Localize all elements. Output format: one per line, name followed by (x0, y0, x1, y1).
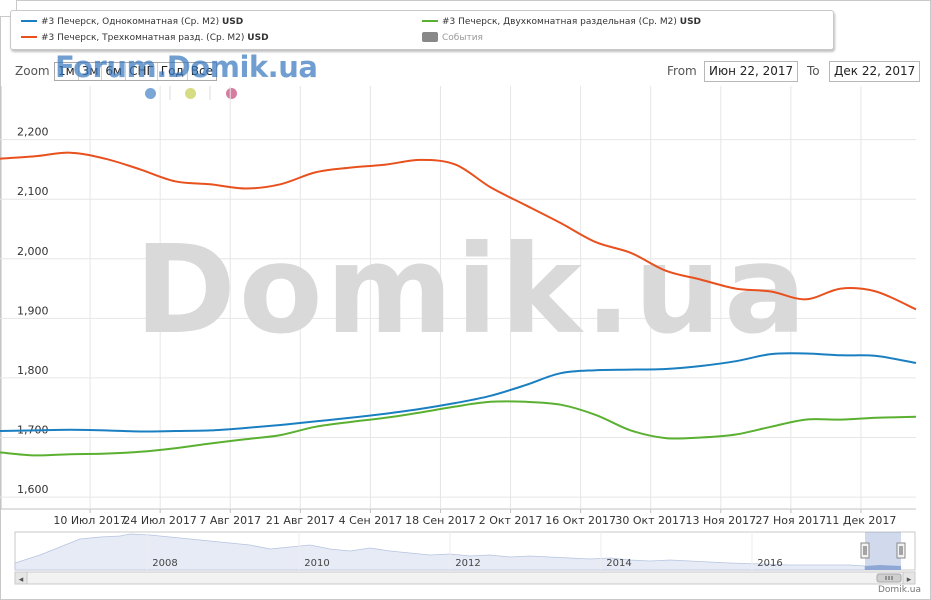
legend-swatch-3room (21, 35, 37, 38)
series-line-3room[interactable] (0, 151, 917, 311)
legend-swatch-2room (422, 19, 438, 22)
navigator-left-handle[interactable] (860, 542, 870, 559)
legend-item-events[interactable]: События (422, 31, 483, 44)
legend-item-3room[interactable]: #3 Печерск, Трехкомнатная разд. (Ср. M2)… (21, 32, 269, 44)
event-marker-1[interactable] (145, 88, 156, 99)
x-tick-label: 2 Окт 2017 (479, 514, 543, 527)
navigator-year-label: 2010 (304, 558, 329, 569)
footer-credit: Domik.ua (878, 585, 921, 595)
x-tick-label: 7 Авг 2017 (199, 514, 261, 527)
y-tick-label: 1,800 (17, 364, 49, 377)
navigator-right-handle[interactable] (896, 542, 906, 559)
legend-swatch-1room (21, 19, 37, 22)
legend-label-1room: #3 Печерск, Однокомнатная (Ср. M2) (41, 17, 220, 27)
zoom-label: Zoom (15, 64, 50, 78)
legend-item-1room[interactable]: #3 Печерск, Однокомнатная (Ср. M2) USD (21, 16, 243, 28)
legend-currency-1room: USD (221, 17, 244, 27)
x-tick-label: 27 Ноя 2017 (756, 514, 827, 527)
zoom-1m-button[interactable]: 1м (55, 63, 79, 80)
zoom-ytd-button[interactable]: СНГ (126, 63, 158, 80)
zoom-3m-button[interactable]: 3м (79, 63, 103, 80)
x-tick-label: 10 Июл 2017 (53, 514, 127, 527)
zoom-6m-button[interactable]: 6м (102, 63, 127, 80)
legend-label-3room: #3 Печерск, Трехкомнатная разд. (Ср. M2) (41, 33, 245, 43)
y-tick-label: 2,200 (17, 126, 49, 139)
forum-watermark: Forum.Domik.ua (55, 50, 318, 84)
x-tick-label: 21 Авг 2017 (266, 514, 335, 527)
x-tick-label: 24 Июл 2017 (123, 514, 197, 527)
zoom-button-group: 1м 3м 6м СНГ Год Все (54, 62, 217, 81)
legend-item-2room[interactable]: #3 Печерск, Двухкомнатная раздельная (Ср… (422, 16, 701, 28)
series-layer (0, 151, 917, 457)
from-label: From (667, 64, 697, 78)
event-marker-3[interactable] (226, 88, 237, 99)
zoom-1y-button[interactable]: Год (158, 63, 188, 80)
navigator-year-label: 2008 (152, 558, 177, 569)
domik-watermark: Domik.ua (135, 219, 810, 361)
navigator-year-label: 2014 (606, 558, 631, 569)
x-tick-label: 11 Дек 2017 (825, 514, 896, 527)
event-marker-2[interactable] (185, 88, 196, 99)
legend-currency-3room: USD (247, 33, 269, 43)
x-tick-label: 4 Сен 2017 (339, 514, 403, 527)
navigator-selected-area (865, 565, 901, 570)
scrollbar-right-button[interactable] (902, 571, 916, 585)
to-date-input[interactable]: Дек 22, 2017 (829, 61, 921, 82)
to-label: To (807, 64, 820, 78)
y-tick-label: 2,100 (17, 185, 49, 198)
navigator-selected-range[interactable] (865, 532, 901, 570)
from-date-input[interactable]: Июн 22, 2017 (704, 61, 799, 82)
navigator-year-label: 2016 (757, 558, 782, 569)
series-line-1room[interactable] (0, 352, 917, 433)
scrollbar-left-button[interactable] (14, 571, 28, 585)
x-tick-label: 18 Сен 2017 (405, 514, 476, 527)
scroll-left-icon: ◂ (19, 575, 24, 585)
y-tick-label: 1,900 (17, 304, 49, 317)
zoom-all-button[interactable]: Все (190, 64, 213, 78)
y-tick-label: 1,600 (17, 483, 49, 496)
events-swatch (422, 31, 438, 42)
legend-currency-2room: USD (679, 17, 702, 27)
x-tick-label: 13 Ноя 2017 (685, 514, 756, 527)
scrollbar-track[interactable] (14, 571, 916, 585)
legend-label-events: События (442, 33, 483, 43)
legend-label-2room: #3 Печерск, Двухкомнатная раздельная (Ср… (442, 17, 677, 27)
legend: #3 Печерск, Однокомнатная (Ср. M2) USD #… (10, 10, 834, 50)
x-tick-label: 16 Окт 2017 (545, 514, 616, 527)
navigator-year-label: 2012 (455, 558, 480, 569)
scroll-right-icon: ▸ (907, 575, 912, 585)
series-line-2room[interactable] (0, 400, 917, 457)
grid-layer (0, 86, 916, 513)
navigator[interactable]: 2008 2010 2012 2014 2016 ◂ ▸ (0, 525, 931, 595)
y-tick-label: 2,000 (17, 245, 49, 258)
x-tick-label: 30 Окт 2017 (615, 514, 686, 527)
